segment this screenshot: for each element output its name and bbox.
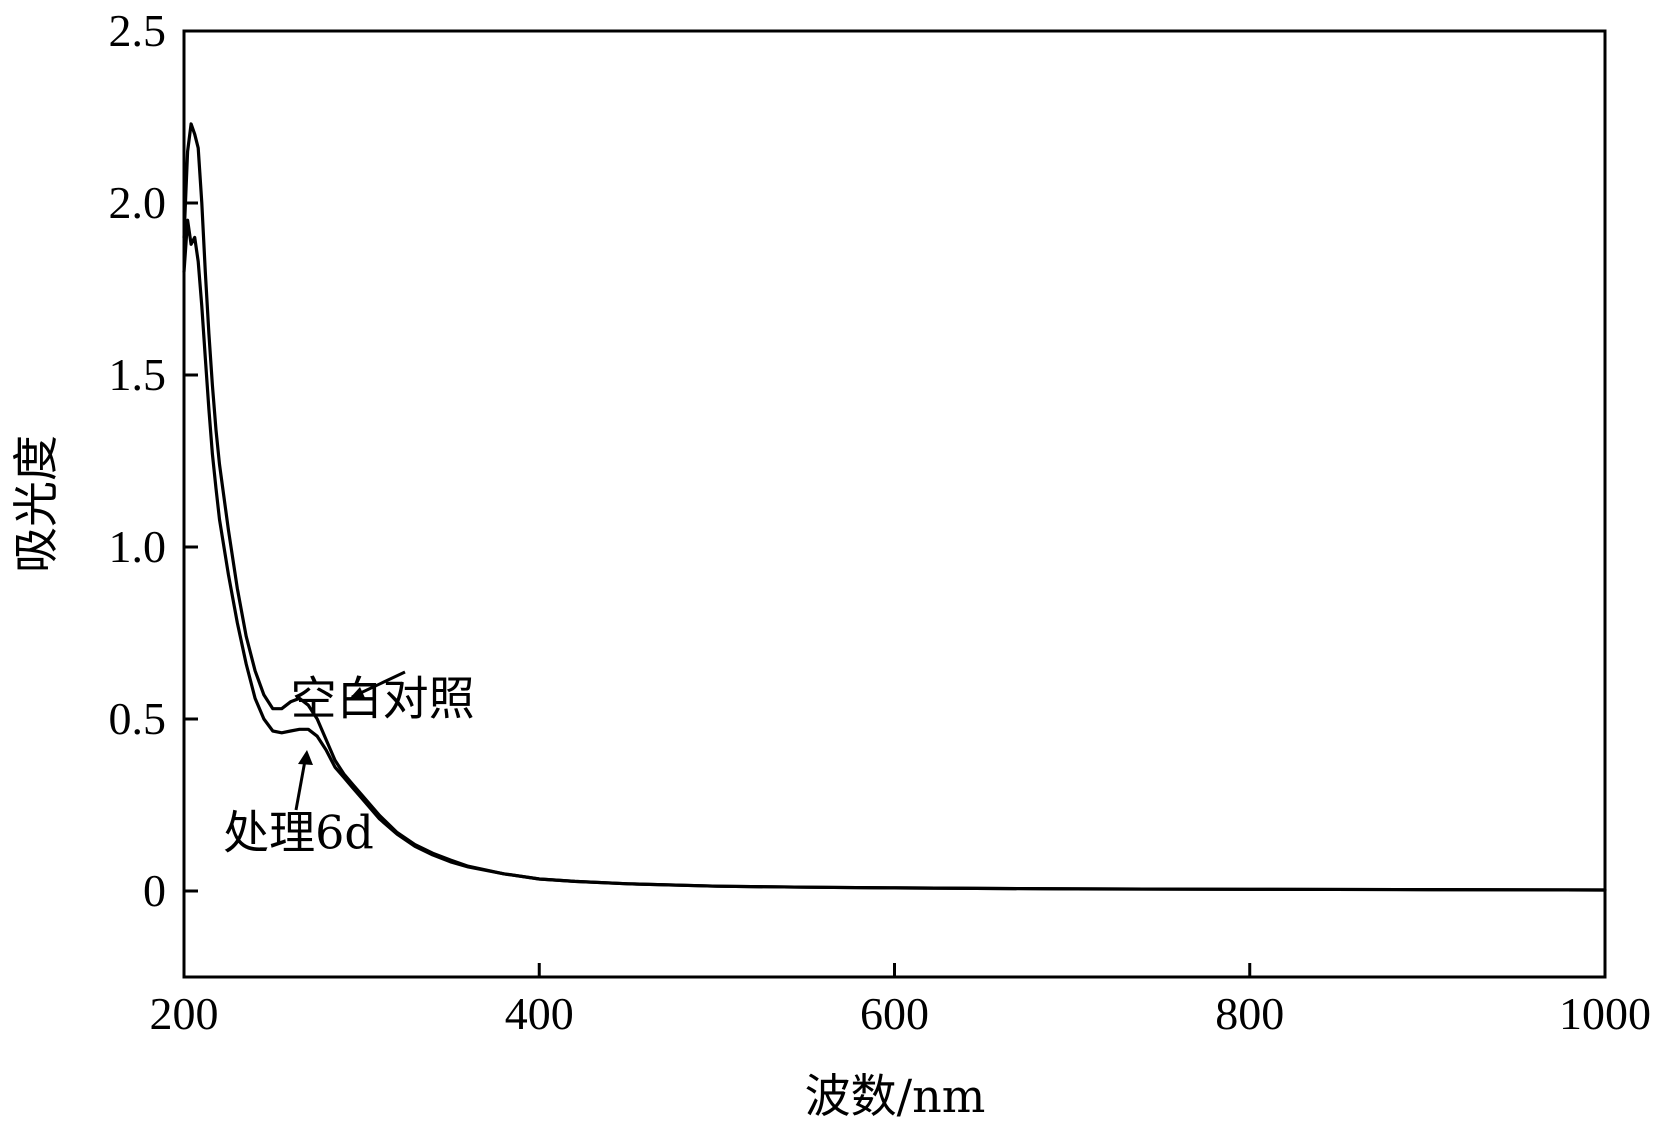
x-axis-ticks: 200 400 600 800 1000: [150, 963, 1652, 1039]
y-tick-label: 0.5: [109, 693, 167, 744]
annotation-treated-6d: 处理6d: [223, 806, 374, 860]
y-axis-title: 吸光度: [9, 435, 63, 573]
y-tick-label: 1.0: [109, 521, 167, 572]
x-tick-label: 400: [505, 988, 574, 1039]
series-line-treated-6d: [184, 220, 1605, 890]
annotation-blank-control: 空白对照: [291, 671, 475, 725]
x-tick-label: 1000: [1559, 988, 1651, 1039]
y-tick-label: 0: [143, 865, 166, 916]
series-lines: [184, 124, 1605, 890]
x-tick-label: 600: [860, 988, 929, 1039]
x-axis-title: 波数/nm: [805, 1069, 986, 1123]
y-tick-label: 1.5: [109, 349, 167, 400]
series-line-blank-control: [184, 124, 1605, 890]
y-tick-label: 2.0: [109, 177, 167, 228]
y-tick-label: 2.5: [109, 5, 167, 56]
x-tick-label: 800: [1215, 988, 1284, 1039]
x-tick-label: 200: [150, 988, 219, 1039]
arrow-head-treated-6d: [298, 750, 313, 765]
